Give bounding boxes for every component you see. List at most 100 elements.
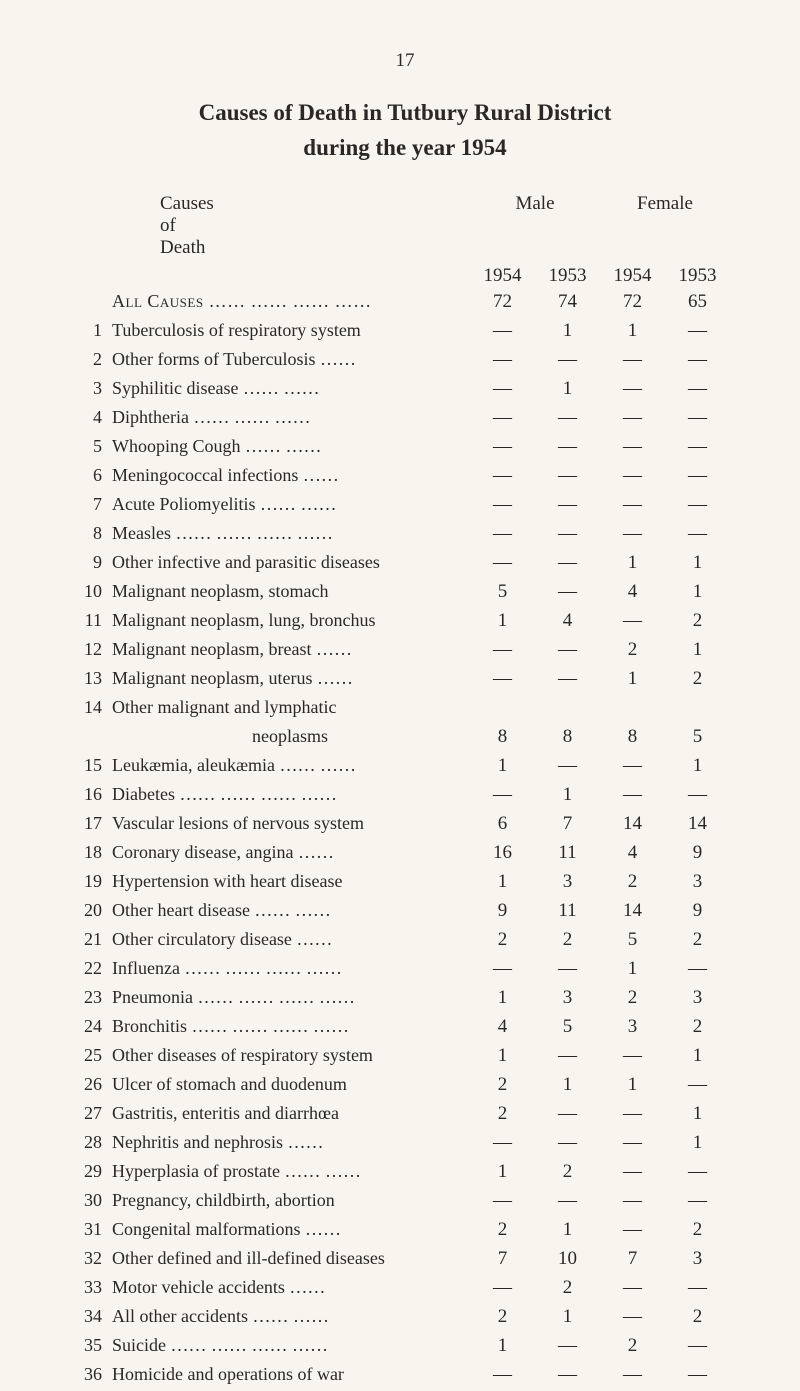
row-value: — [600,407,665,429]
table-row: 29Hyperplasia of prostate …… ……12—— [80,1161,730,1188]
row-value: — [470,465,535,487]
row-value: — [600,755,665,777]
row-value: 1 [665,755,730,777]
row-label: Bronchitis …… …… …… …… [112,1016,470,1037]
row-value: 1 [600,320,665,342]
row-number: 23 [80,987,112,1008]
table-row: 2Other forms of Tuberculosis ……———— [80,349,730,376]
year-m1954: 1954 [470,265,535,287]
document-title: Causes of Death in Tutbury Rural Distric… [80,96,730,165]
row-value: 1 [470,871,535,893]
row-value: — [600,784,665,806]
table-row: 16Diabetes …… …… …… ……—1—— [80,784,730,811]
row-value: — [535,1335,600,1357]
row-number: 24 [80,1016,112,1037]
row-value: — [600,1132,665,1154]
row-label: Pregnancy, childbirth, abortion [112,1190,470,1211]
row-value: — [535,639,600,661]
row-value: — [470,1132,535,1154]
row-value: 1 [665,1103,730,1125]
row-value: 11 [535,900,600,922]
row-value: — [600,1045,665,1067]
row-value: 1 [665,581,730,603]
row-value: 3 [665,987,730,1009]
row-value: — [535,668,600,690]
row-label: Other malignant and lymphatic [112,697,470,718]
row-value: 1 [665,639,730,661]
row-label: Nephritis and nephrosis …… [112,1132,470,1153]
row-label: All other accidents …… …… [112,1306,470,1327]
row-number: 32 [80,1248,112,1269]
row-label: Tuberculosis of respiratory system [112,320,470,341]
row-value: — [470,407,535,429]
row-value: — [665,465,730,487]
row-value: — [535,581,600,603]
row-value: — [535,1103,600,1125]
row-number: 14 [80,697,112,718]
row-value: 2 [535,1161,600,1183]
row-value: 2 [535,1277,600,1299]
row-value: — [535,349,600,371]
row-value: 7 [600,1248,665,1270]
causes-table: Causes of Death Male Female 1954 1953 19… [80,193,730,1391]
row-value: 5 [665,726,730,748]
all-causes-m1954: 72 [470,291,535,313]
table-row: 12Malignant neoplasm, breast ……——21 [80,639,730,666]
row-number: 30 [80,1190,112,1211]
row-number: 34 [80,1306,112,1327]
row-number: 5 [80,436,112,457]
row-label: Leukæmia, aleukæmia …… …… [112,755,470,776]
row-label: neoplasms [112,726,470,747]
row-value: 2 [470,1306,535,1328]
row-value: — [600,378,665,400]
row-value: 1 [535,1219,600,1241]
table-row: 31Congenital malformations ……21—2 [80,1219,730,1246]
row-value: 2 [600,639,665,661]
row-value: 1 [600,958,665,980]
table-row: 27Gastritis, enteritis and diarrhœa2——1 [80,1103,730,1130]
table-row: 14Other malignant and lymphatic [80,697,730,724]
row-value: — [600,523,665,545]
table-row: 13Malignant neoplasm, uterus ……——12 [80,668,730,695]
table-row: 11Malignant neoplasm, lung, bronchus14—2 [80,610,730,637]
row-value: 3 [535,871,600,893]
row-number: 26 [80,1074,112,1095]
row-value: — [535,1364,600,1386]
row-value: 1 [535,1306,600,1328]
row-value: 1 [535,784,600,806]
row-number: 11 [80,610,112,631]
row-value: — [470,378,535,400]
header-causes-label: Causes of Death [80,193,214,259]
row-value: 1 [470,1161,535,1183]
table-row: 17Vascular lesions of nervous system6714… [80,813,730,840]
header-female: Female [600,193,730,259]
row-value: 7 [535,813,600,835]
table-row: 32Other defined and ill-defined diseases… [80,1248,730,1275]
row-value: 14 [600,813,665,835]
table-row: 25Other diseases of respiratory system1—… [80,1045,730,1072]
row-value: 2 [665,1306,730,1328]
row-value: 1 [470,987,535,1009]
row-value: — [470,639,535,661]
title-line-1: Causes of Death in Tutbury Rural Distric… [199,100,612,125]
row-value: — [535,958,600,980]
row-value: — [665,407,730,429]
row-value: — [470,1190,535,1212]
row-value: — [665,1074,730,1096]
table-row: 20Other heart disease …… ……911149 [80,900,730,927]
row-number: 16 [80,784,112,805]
row-label: Hyperplasia of prostate …… …… [112,1161,470,1182]
row-value: 1 [535,320,600,342]
table-row: 35Suicide …… …… …… ……1—2— [80,1335,730,1362]
row-value: 1 [535,1074,600,1096]
row-label: Other heart disease …… …… [112,900,470,921]
table-row: 4Diphtheria …… …… ……———— [80,407,730,434]
row-value: — [665,1190,730,1212]
table-row: 36Homicide and operations of war———— [80,1364,730,1391]
row-value: — [535,1132,600,1154]
row-value: 7 [470,1248,535,1270]
table-row: 5Whooping Cough …… ……———— [80,436,730,463]
row-value: 10 [535,1248,600,1270]
row-value: 2 [600,1335,665,1357]
row-value: — [665,1161,730,1183]
